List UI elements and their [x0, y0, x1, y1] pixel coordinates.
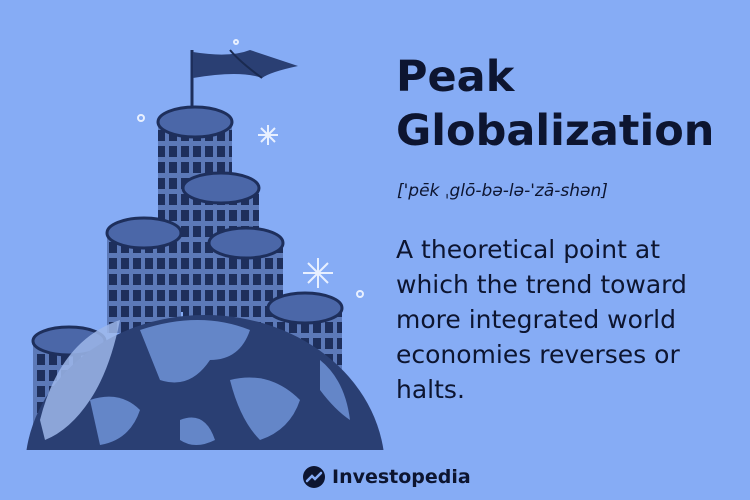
brand-name: Investopedia — [332, 466, 471, 488]
globe-coin-stacks-illustration — [0, 0, 390, 470]
title-line-1: Peak — [396, 52, 514, 102]
investopedia-logo-icon — [302, 465, 326, 489]
pronunciation: ['pēk ˌglō-bə-lə-'zā-shən] — [397, 181, 608, 201]
brand-logo: Investopedia — [302, 464, 471, 490]
coin-stack-left — [107, 218, 181, 333]
definition-text: A theoretical point at which the trend t… — [396, 232, 726, 407]
title-line-2: Globalization — [396, 106, 714, 156]
page-title: Peak Globalization — [396, 50, 736, 158]
flag-icon — [192, 50, 298, 110]
